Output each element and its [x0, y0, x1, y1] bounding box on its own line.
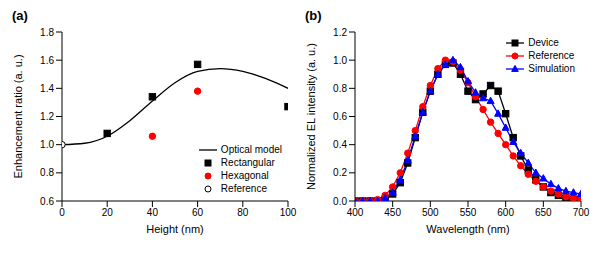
html-text:(b): (b) [305, 8, 322, 23]
html-text:Simulation: Simulation [528, 63, 575, 74]
svg-text:650: 650 [535, 207, 552, 218]
html-text:Hexagonal: Hexagonal [220, 170, 269, 181]
svg-text:0.2: 0.2 [333, 167, 347, 178]
svg-text:550: 550 [460, 207, 477, 218]
svg-text:Normalized EL intensity (a. u.: Normalized EL intensity (a. u.) [305, 43, 317, 190]
svg-text:0: 0 [59, 207, 65, 218]
html-text:Optical model: Optical model [220, 144, 282, 155]
svg-text:80: 80 [237, 207, 249, 218]
svg-text:700: 700 [573, 207, 590, 218]
svg-text:40: 40 [147, 207, 159, 218]
svg-text:0.6: 0.6 [40, 196, 54, 207]
svg-text:1.6: 1.6 [40, 55, 54, 66]
svg-text:500: 500 [422, 207, 439, 218]
svg-text:0.0: 0.0 [333, 196, 347, 207]
svg-text:450: 450 [384, 207, 401, 218]
svg-text:400: 400 [347, 207, 364, 218]
html-text:Reference: Reference [220, 183, 267, 194]
svg-text:100: 100 [280, 207, 297, 218]
svg-text:Wavelength (nm): Wavelength (nm) [426, 223, 509, 235]
html-text:Reference: Reference [528, 50, 575, 61]
html-text:Device: Device [528, 37, 559, 48]
svg-text:0.4: 0.4 [333, 139, 347, 150]
svg-text:60: 60 [192, 207, 204, 218]
svg-text:Height (nm): Height (nm) [146, 223, 203, 235]
svg-text:Enhancement ratio (a. u.): Enhancement ratio (a. u.) [12, 54, 24, 178]
svg-text:1.8: 1.8 [40, 27, 54, 38]
html-text:(a): (a) [12, 8, 28, 23]
svg-text:1.2: 1.2 [333, 27, 347, 38]
svg-text:0.8: 0.8 [333, 83, 347, 94]
html-text:Rectangular: Rectangular [220, 157, 275, 168]
svg-text:0.8: 0.8 [40, 167, 54, 178]
svg-text:1.4: 1.4 [40, 83, 54, 94]
svg-text:1.0: 1.0 [333, 55, 347, 66]
svg-text:600: 600 [497, 207, 514, 218]
svg-text:20: 20 [102, 207, 114, 218]
svg-text:1.0: 1.0 [40, 139, 54, 150]
svg-text:0.6: 0.6 [333, 111, 347, 122]
svg-text:1.2: 1.2 [40, 111, 54, 122]
